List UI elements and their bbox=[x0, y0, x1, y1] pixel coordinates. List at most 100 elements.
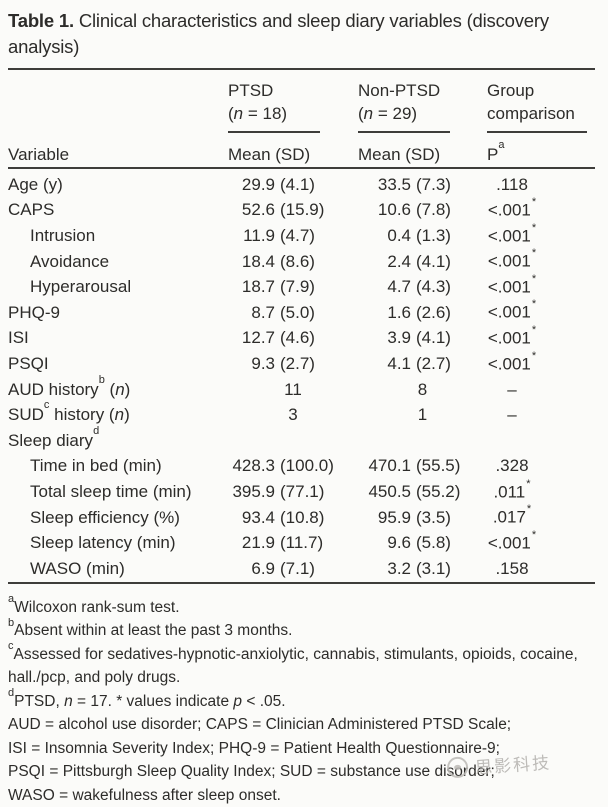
nonptsd-value-cell: 3.9(4.1) bbox=[358, 328, 487, 348]
significance-star: * bbox=[532, 222, 536, 234]
nonptsd-value-cell: 1 bbox=[358, 405, 487, 425]
variable-superscript: d bbox=[93, 425, 99, 437]
sd-value: (55.5) bbox=[416, 456, 460, 476]
footnote-text: p bbox=[233, 693, 242, 710]
mean-value: 93.4 bbox=[228, 508, 275, 528]
mean-value: 8.7 bbox=[228, 303, 275, 323]
footnote-marker: b bbox=[8, 617, 14, 629]
ptsd-value-cell: 18.4(8.6) bbox=[228, 252, 358, 272]
sd-value: (5.8) bbox=[416, 533, 451, 553]
mean-value: 3.2 bbox=[358, 559, 411, 579]
p-value-cell: <.001* bbox=[487, 277, 595, 298]
ptsd-value-cell: 93.4(10.8) bbox=[228, 508, 358, 528]
header-nonptsd-column: Non-PTSD (n = 29) Mean (SD) bbox=[358, 79, 487, 167]
variable-label: ISI bbox=[8, 328, 29, 347]
footnote: bAbsent within at least the past 3 month… bbox=[8, 619, 595, 643]
variable-label: Avoidance bbox=[30, 252, 109, 271]
table-footnotes: aWilcoxon rank-sum test.bAbsent within a… bbox=[8, 584, 595, 807]
mean-value: 18.7 bbox=[228, 277, 275, 297]
footnote-text: Assessed for sedatives-hypnotic-anxiolyt… bbox=[8, 646, 578, 687]
ptsd-value-cell: 29.9(4.1) bbox=[228, 175, 358, 195]
footnote: AUD = alcohol use disorder; CAPS = Clini… bbox=[8, 713, 595, 737]
ptsd-n-label: (n = 18) bbox=[228, 102, 358, 125]
mean-value: 9.6 bbox=[358, 533, 411, 553]
p-value-cell: <.001* bbox=[487, 302, 595, 323]
mean-value: 0.4 bbox=[358, 226, 411, 246]
header-group-comparison-column: Group comparison Pa bbox=[487, 79, 595, 167]
sd-value: (7.8) bbox=[416, 200, 451, 220]
sd-value: (4.1) bbox=[416, 252, 451, 272]
nonptsd-value-cell: 2.4(4.1) bbox=[358, 252, 487, 272]
p-value: <.001* bbox=[487, 277, 537, 298]
ptsd-value-cell: 8.7(5.0) bbox=[228, 303, 358, 323]
variable-label-tail: history ( bbox=[49, 405, 114, 424]
mean-value: 11.9 bbox=[228, 226, 275, 246]
footnote-text: PTSD, bbox=[14, 693, 64, 710]
variable-superscript: c bbox=[44, 399, 50, 411]
p-value-cell: <.001* bbox=[487, 533, 595, 554]
nonptsd-value-cell: 1.6(2.6) bbox=[358, 303, 487, 323]
header-variable-column: Variable bbox=[8, 79, 228, 167]
significance-star: * bbox=[532, 350, 536, 362]
mean-value: 6.9 bbox=[228, 559, 275, 579]
ptsd-value-cell: 12.7(4.6) bbox=[228, 328, 358, 348]
table-caption: Table 1. Clinical characteristics and sl… bbox=[8, 8, 595, 60]
significance-star: * bbox=[527, 503, 531, 515]
p-value: <.001* bbox=[487, 251, 537, 272]
mean-value: 2.4 bbox=[358, 252, 411, 272]
footnote-text: ISI = Insomnia Severity Index; PHQ-9 = P… bbox=[8, 740, 500, 757]
variable-label: Hyperarousal bbox=[30, 277, 131, 296]
sd-value: (3.1) bbox=[416, 559, 451, 579]
variable-cell: Sleep efficiency (%) bbox=[8, 508, 228, 528]
nonptsd-header-rule bbox=[358, 131, 450, 133]
significance-star: * bbox=[526, 478, 530, 490]
mean-value: 29.9 bbox=[228, 175, 275, 195]
variable-label: SUD bbox=[8, 405, 44, 424]
variable-cell: Avoidance bbox=[8, 252, 228, 272]
variable-label: Sleep efficiency (%) bbox=[30, 508, 180, 527]
footnote-text: = 17. * values indicate bbox=[73, 693, 234, 710]
mean-value: 21.9 bbox=[228, 533, 275, 553]
variable-label: AUD history bbox=[8, 380, 99, 399]
p-value: <.001* bbox=[487, 533, 537, 554]
p-value: <.001* bbox=[487, 354, 537, 375]
sd-value: (7.1) bbox=[280, 559, 315, 579]
mean-value: 52.6 bbox=[228, 200, 275, 220]
sd-value: (1.3) bbox=[416, 226, 451, 246]
sd-value: (7.9) bbox=[280, 277, 315, 297]
p-value: – bbox=[487, 405, 537, 425]
nonptsd-value-cell: 33.5(7.3) bbox=[358, 175, 487, 195]
sd-value: (100.0) bbox=[280, 456, 334, 476]
mean-value: 4.1 bbox=[358, 354, 411, 374]
variable-label-tail: ) bbox=[125, 380, 131, 399]
ptsd-value-cell: 3 bbox=[228, 405, 358, 425]
footnote-text: Absent within at least the past 3 months… bbox=[14, 622, 292, 639]
nonptsd-value-cell: 8 bbox=[358, 380, 487, 400]
footnote-marker: c bbox=[8, 640, 14, 652]
p-stat-label: Pa bbox=[487, 142, 595, 167]
nonptsd-value-cell: 9.6(5.8) bbox=[358, 533, 487, 553]
significance-star: * bbox=[532, 196, 536, 208]
variable-cell: PHQ-9 bbox=[8, 303, 228, 323]
variable-cell: SUDc history (n) bbox=[8, 405, 228, 425]
nonptsd-value-cell: 10.6(7.8) bbox=[358, 200, 487, 220]
variable-label: Sleep latency (min) bbox=[30, 533, 176, 552]
p-value-cell: .118 bbox=[487, 175, 595, 195]
p-value-cell: – bbox=[487, 405, 595, 425]
footnote: aWilcoxon rank-sum test. bbox=[8, 596, 595, 620]
p-value-cell: <.001* bbox=[487, 328, 595, 349]
nonptsd-value-cell: 4.7(4.3) bbox=[358, 277, 487, 297]
count-value: 11 bbox=[284, 380, 302, 400]
variable-label: Total sleep time (min) bbox=[30, 482, 192, 501]
sd-value: (2.6) bbox=[416, 303, 451, 323]
p-value: <.001* bbox=[487, 200, 537, 221]
p-value: – bbox=[487, 380, 537, 400]
table-row: Sleep latency (min)21.9(11.7)9.6(5.8)<.0… bbox=[8, 530, 595, 556]
variable-n-italic: n bbox=[115, 405, 124, 424]
ptsd-value-cell: 395.9(77.1) bbox=[228, 482, 358, 502]
nonptsd-n-label: (n = 29) bbox=[358, 102, 487, 125]
sd-value: (3.5) bbox=[416, 508, 451, 528]
